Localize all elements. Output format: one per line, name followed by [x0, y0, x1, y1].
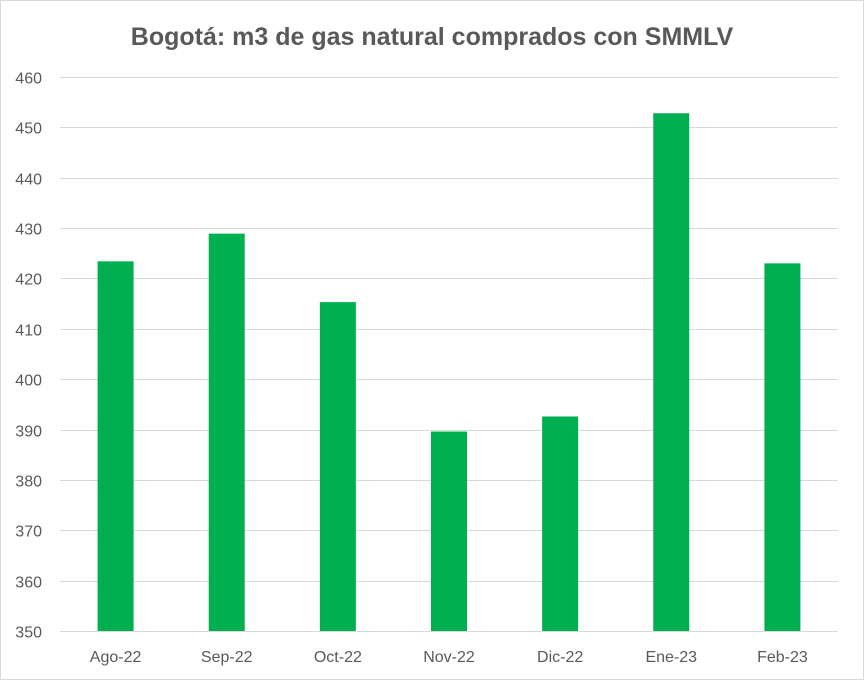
bars [97, 113, 801, 631]
y-tick-label: 360 [15, 575, 42, 592]
bar-feb-23 [764, 263, 801, 631]
bar-ago-22 [97, 261, 134, 631]
y-tick-label: 390 [15, 424, 42, 441]
bar-nov-22 [431, 431, 467, 631]
y-tick-label: 350 [15, 625, 42, 642]
x-tick-label: Ene-23 [645, 649, 697, 666]
x-tick-label: Sep-22 [201, 649, 253, 666]
y-tick-label: 460 [15, 71, 42, 88]
gridlines [60, 77, 838, 632]
x-axis: Ago-22 Sep-22 Oct-22 Nov-22 Dic-22 Ene-23 Feb-… [90, 649, 808, 666]
x-tick-label: Dic-22 [537, 649, 583, 666]
x-tick-label: Oct-22 [314, 649, 362, 666]
y-tick-label: 400 [15, 373, 42, 390]
x-tick-label: Nov-22 [423, 649, 475, 666]
y-tick-label: 380 [15, 474, 42, 491]
y-tick-label: 410 [15, 323, 42, 340]
y-axis: 350 360 370 380 390 400 410 420 430 440 450 460 [15, 71, 42, 642]
chart-title: Bogotá: m3 de gas natural comprados con … [131, 23, 734, 51]
y-tick-label: 370 [15, 524, 42, 541]
x-tick-label: Feb-23 [757, 649, 808, 666]
y-tick-label: 440 [15, 172, 42, 189]
x-tick-label: Ago-22 [90, 649, 142, 666]
bar-sep-22 [208, 233, 245, 631]
y-tick-label: 430 [15, 222, 42, 239]
bar-dic-22 [542, 416, 579, 631]
y-tick-label: 450 [15, 121, 42, 138]
bar-oct-22 [319, 302, 356, 631]
y-tick-label: 420 [15, 272, 42, 289]
bar-ene-23 [653, 113, 690, 631]
